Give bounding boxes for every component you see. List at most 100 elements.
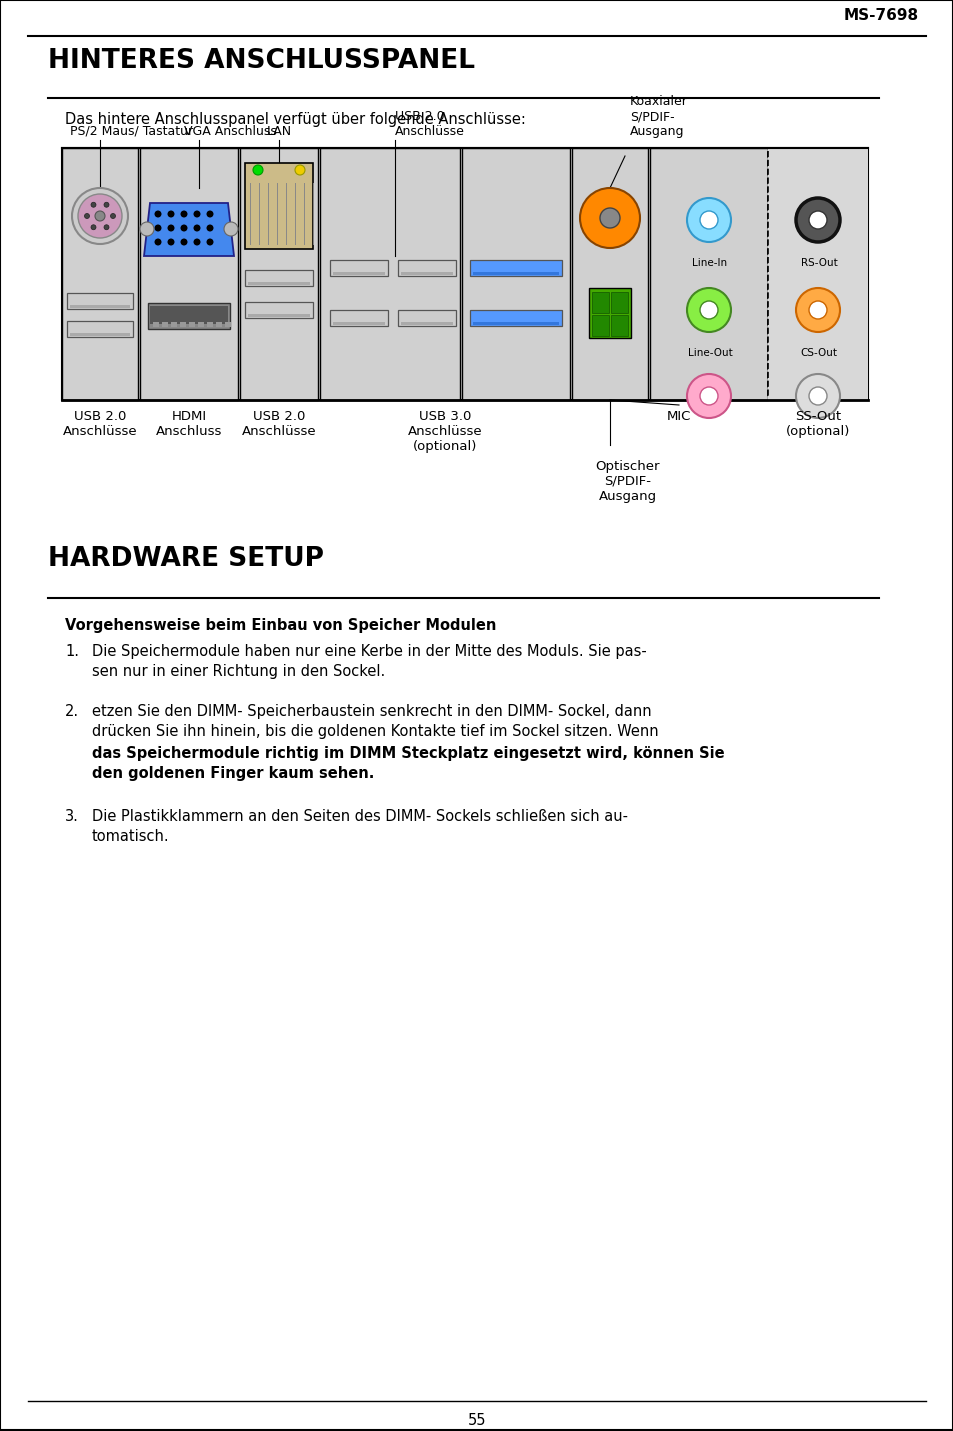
Circle shape [808,301,826,319]
Circle shape [795,373,840,418]
Bar [397,311,456,326]
Text: RS-Out: RS-Out [800,258,837,268]
Circle shape [71,187,128,245]
Circle shape [154,225,161,232]
Bar [592,315,608,336]
Circle shape [193,225,200,232]
Bar [400,272,453,275]
Circle shape [193,239,200,246]
Text: USB 2.0
Anschlüsse: USB 2.0 Anschlüsse [395,110,464,137]
Text: SS-Out
(optional): SS-Out (optional) [785,411,849,438]
Bar [140,147,237,401]
Bar [67,293,132,309]
Text: 55: 55 [467,1412,486,1428]
Circle shape [154,210,161,218]
Text: PS/2 Maus/ Tastatur: PS/2 Maus/ Tastatur [70,124,193,137]
Text: 3.: 3. [65,809,79,824]
Circle shape [253,165,263,175]
Text: HDMI
Anschluss: HDMI Anschluss [155,411,222,438]
Text: USB 3.0
Anschlüsse
(optional): USB 3.0 Anschlüsse (optional) [407,411,482,454]
Text: Vorgehensweise beim Einbau von Speicher Modulen: Vorgehensweise beim Einbau von Speicher … [65,618,496,633]
Bar [171,322,177,328]
Circle shape [700,301,718,319]
Circle shape [180,239,188,246]
Circle shape [206,210,213,218]
Circle shape [168,239,174,246]
Bar [62,147,138,401]
Bar [189,322,194,328]
Bar [70,305,130,308]
Circle shape [579,187,639,248]
Text: VGA Anschluss: VGA Anschluss [184,124,276,137]
Text: USB 2.0
Anschlüsse: USB 2.0 Anschlüsse [241,411,316,438]
Bar [248,282,310,285]
Bar [152,322,159,328]
Circle shape [140,222,153,236]
Bar [333,272,385,275]
Circle shape [95,210,105,220]
Text: 1.: 1. [65,644,79,660]
Bar [215,322,222,328]
Text: USB 2.0
Anschlüsse: USB 2.0 Anschlüsse [63,411,137,438]
Circle shape [104,225,109,230]
Text: Die Speichermodule haben nur eine Kerbe in der Mitte des Moduls. Sie pas-: Die Speichermodule haben nur eine Kerbe … [91,644,646,660]
Text: HARDWARE SETUP: HARDWARE SETUP [48,547,324,572]
Bar [148,303,230,329]
Polygon shape [144,203,233,256]
Circle shape [294,165,305,175]
Text: Line-In: Line-In [692,258,727,268]
Bar [70,333,130,336]
Circle shape [795,288,840,332]
Bar [248,313,310,318]
Bar [470,311,561,326]
Circle shape [224,222,237,236]
Text: LAN: LAN [266,124,292,137]
Circle shape [91,202,96,207]
Circle shape [104,202,109,207]
Text: MS-7698: MS-7698 [843,9,918,23]
Bar [62,147,867,401]
Text: etzen Sie den DIMM- Speicherbaustein senkrecht in den DIMM- Sockel, dann: etzen Sie den DIMM- Speicherbaustein sen… [91,704,651,718]
Circle shape [111,213,115,219]
Bar [397,260,456,276]
Circle shape [808,386,826,405]
Circle shape [206,239,213,246]
Circle shape [795,197,840,242]
Text: Optischer
S/PDIF-
Ausgang: Optischer S/PDIF- Ausgang [595,459,659,504]
Circle shape [686,288,730,332]
Bar [180,322,186,328]
Bar [470,260,561,276]
Bar [225,322,231,328]
Bar [198,322,204,328]
Text: MIC: MIC [666,411,691,424]
Circle shape [700,386,718,405]
Bar [207,322,213,328]
Circle shape [686,197,730,242]
Bar [150,306,228,323]
Bar [67,321,132,336]
Circle shape [78,195,122,238]
Bar [245,163,313,249]
Bar [400,322,453,325]
Text: den goldenen Finger kaum sehen.: den goldenen Finger kaum sehen. [91,766,374,781]
Bar [767,147,867,401]
Text: HINTERES ANSCHLUSSPANEL: HINTERES ANSCHLUSSPANEL [48,49,475,74]
Bar [473,322,558,325]
Circle shape [91,225,96,230]
Bar [767,149,867,396]
Bar [319,147,459,401]
Bar [245,302,313,318]
Bar [245,270,313,286]
Bar [330,311,388,326]
Circle shape [808,210,826,229]
Circle shape [180,225,188,232]
Bar [649,147,767,401]
Circle shape [686,373,730,418]
Text: 2.: 2. [65,704,79,718]
Bar [610,292,627,313]
Circle shape [85,213,90,219]
Circle shape [599,207,619,228]
Bar [330,260,388,276]
Circle shape [168,210,174,218]
Text: tomatisch.: tomatisch. [91,829,170,844]
